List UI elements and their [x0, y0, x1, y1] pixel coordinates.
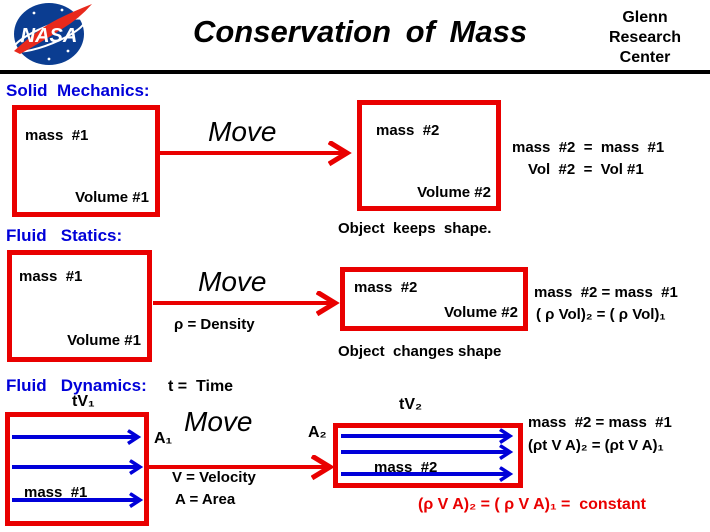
caption-solid: Object keeps shape.	[338, 220, 492, 237]
mass-label: mass #1	[25, 127, 89, 144]
nasa-logo: NASA	[12, 3, 92, 65]
equation-continuity-constant: (ρ V A)₂ = ( ρ V A)₁ = constant	[418, 496, 646, 513]
solid-mass2-box: mass #2 Volume #2	[357, 100, 501, 211]
time-definition: t = Time	[168, 378, 234, 395]
tv2-label: tV₂	[399, 396, 423, 413]
solid-mass1-box: mass #1 Volume #1	[12, 105, 160, 217]
mass-label: mass #1	[24, 484, 88, 501]
dynamics-mass1-box: mass #1	[5, 412, 149, 526]
equation-statics-rho-vol: ( ρ Vol)₂ = ( ρ Vol)₁	[536, 306, 666, 323]
area-definition: A = Area	[175, 491, 236, 508]
equation-dynamics-rho-tva: (ρt V A)₂ = (ρt V A)₁	[528, 437, 664, 454]
volume-label: Volume #1	[67, 332, 141, 349]
statics-mass1-box: mass #1 Volume #1	[7, 250, 152, 362]
volume-label: Volume #1	[75, 189, 149, 206]
move-label-dynamics: Move	[184, 406, 253, 437]
volume-label: Volume #2	[444, 304, 518, 321]
mass-label: mass #2	[354, 279, 418, 296]
org-name-block: Glenn Research Center	[583, 8, 707, 68]
tv1-label: tV₁	[72, 393, 95, 410]
dynamics-mass2-box: mass #2	[333, 423, 523, 488]
org-name-line: Glenn	[622, 9, 668, 26]
equation-dynamics-mass: mass #2 = mass #1	[528, 414, 672, 431]
equation-solid-volume: Vol #2 = Vol #1	[528, 161, 644, 178]
mass-label: mass #2	[374, 459, 438, 476]
org-name-line: Center	[619, 49, 671, 66]
org-name-line: Research	[608, 29, 682, 46]
move-label-solid: Move	[208, 116, 277, 147]
velocity-definition: V = Velocity	[172, 469, 256, 486]
mass-label: mass #1	[19, 268, 83, 285]
equation-statics-mass: mass #2 = mass #1	[534, 284, 678, 301]
header-divider	[0, 70, 710, 74]
page-title: Conservation of Mass	[192, 14, 528, 49]
a1-label: A₁	[154, 430, 173, 447]
equation-solid-mass: mass #2 = mass #1	[512, 139, 665, 156]
density-definition: ρ = Density	[174, 316, 255, 333]
section-label-fluid-dynamics: Fluid Dynamics:	[6, 376, 147, 395]
nasa-logo-text: NASA	[21, 25, 78, 47]
move-label-statics: Move	[198, 266, 267, 297]
section-label-fluid-statics: Fluid Statics:	[6, 226, 123, 245]
mass-label: mass #2	[376, 122, 440, 139]
volume-label: Volume #2	[417, 184, 491, 201]
nasa-logo-swoosh	[14, 4, 92, 54]
section-label-solid-mechanics: Solid Mechanics:	[6, 81, 150, 100]
statics-mass2-box: mass #2 Volume #2	[340, 267, 528, 331]
caption-statics: Object changes shape	[338, 343, 502, 360]
a2-label: A₂	[308, 424, 327, 441]
